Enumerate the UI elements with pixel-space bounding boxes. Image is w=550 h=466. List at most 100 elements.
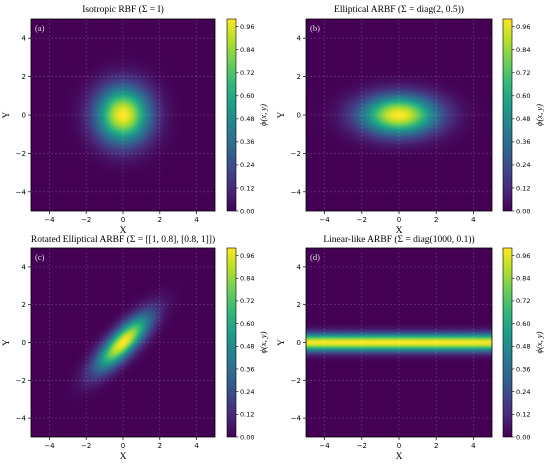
colorbar-tick-label: 0.12 (240, 411, 254, 419)
x-tick-label: 4 (471, 442, 476, 450)
y-axis-label: Y (2, 111, 12, 118)
y-tick-label: −2 (291, 377, 301, 385)
y-tick-label: −2 (16, 150, 26, 158)
y-tick-label: −4 (291, 415, 302, 423)
colorbar-tick-label: 0.48 (240, 343, 254, 351)
x-tick-label: 2 (158, 216, 162, 224)
chart-title: Elliptical ARBF (Σ = diag(2, 0.5)) (334, 4, 464, 15)
y-tick-label: −4 (16, 188, 27, 196)
panel-label: (a) (35, 23, 45, 33)
y-tick-label: 0 (22, 339, 26, 347)
y-tick-label: −4 (16, 415, 27, 423)
colorbar (502, 18, 513, 212)
y-tick-label: 4 (297, 35, 302, 43)
colorbar-tick-label: 0.00 (240, 433, 254, 441)
y-tick-label: 2 (22, 301, 26, 309)
y-tick-label: 4 (22, 263, 27, 271)
y-tick-label: 0 (297, 112, 301, 120)
x-tick-label: −2 (81, 216, 91, 224)
colorbar-tick-label: 0.60 (516, 320, 530, 328)
colorbar-label: ϕ(x, y) (258, 104, 268, 126)
x-tick-label: 4 (194, 216, 199, 224)
colorbar-tick-label: 0.36 (240, 138, 254, 146)
x-tick-label: −2 (81, 442, 91, 450)
colorbar-tick-label: 0.24 (516, 161, 530, 169)
x-axis-label: X (120, 452, 127, 462)
colorbar-label: ϕ(x, y) (534, 104, 544, 126)
y-tick-label: 0 (22, 112, 26, 120)
colorbar-tick-label: 0.24 (240, 161, 254, 169)
colorbar-tick-label: 0.36 (240, 365, 254, 373)
heatmap-image (31, 248, 215, 437)
x-tick-label: 0 (121, 442, 125, 450)
panel-label: (c) (35, 252, 45, 262)
y-tick-label: 4 (297, 263, 302, 271)
colorbar-tick-label: 0.48 (240, 115, 254, 123)
y-tick-label: −4 (291, 188, 302, 196)
x-tick-label: −4 (319, 442, 330, 450)
chart-title: Linear-like ARBF (Σ = diag(1000, 0.1)) (323, 234, 474, 245)
colorbar-tick-label: 0.24 (240, 388, 254, 396)
panel-c: (c) Rotated Elliptical ARBF (Σ = [[1, 0.8… (2, 234, 268, 462)
y-axis-label: Y (277, 111, 287, 118)
colorbar-tick-label: 0.36 (516, 138, 530, 146)
colorbar-tick-label: 0.96 (516, 252, 530, 260)
x-tick-label: 2 (158, 442, 162, 450)
chart-title: Isotropic RBF (Σ = I) (82, 4, 164, 15)
colorbar-tick-label: 0.84 (516, 46, 530, 54)
colorbar-tick-label: 0.72 (240, 297, 254, 305)
x-tick-label: 0 (121, 216, 125, 224)
chart-title: Rotated Elliptical ARBF (Σ = [[1, 0.8], … (31, 234, 215, 245)
y-axis-label: Y (2, 339, 12, 346)
colorbar-tick-label: 0.96 (516, 23, 530, 31)
colorbar-tick-label: 0.72 (516, 69, 530, 77)
y-axis-label: Y (277, 339, 287, 346)
colorbar-tick-label: 0.60 (240, 92, 254, 100)
colorbar-tick-label: 0.96 (240, 252, 254, 260)
x-axis-label: X (396, 452, 403, 462)
colorbar-tick-label: 0.24 (516, 388, 530, 396)
x-axis-label: X (120, 226, 127, 236)
x-tick-label: −4 (44, 442, 55, 450)
colorbar-tick-label: 0.12 (516, 184, 530, 192)
y-tick-label: 2 (297, 73, 301, 81)
y-tick-label: 0 (297, 339, 301, 347)
colorbar (502, 247, 513, 438)
x-tick-label: 4 (194, 442, 199, 450)
colorbar (226, 247, 237, 438)
colorbar-tick-label: 0.36 (516, 365, 530, 373)
colorbar-tick-label: 0.72 (240, 69, 254, 77)
x-tick-label: 4 (471, 216, 476, 224)
x-tick-label: 0 (397, 216, 401, 224)
colorbar-tick-label: 0.60 (516, 92, 530, 100)
colorbar-tick-label: 0.96 (240, 23, 254, 31)
heatmap-image (306, 19, 492, 211)
x-tick-label: −4 (44, 216, 55, 224)
x-axis-label: X (396, 226, 403, 236)
y-tick-label: 2 (297, 301, 301, 309)
colorbar-tick-label: 0.60 (240, 320, 254, 328)
colorbar-label: ϕ(x, y) (534, 331, 544, 353)
x-tick-label: −2 (357, 442, 367, 450)
x-tick-label: 2 (434, 442, 438, 450)
colorbar-tick-label: 0.84 (240, 275, 254, 283)
x-tick-label: −4 (319, 216, 330, 224)
panel-label: (d) (310, 252, 320, 262)
y-tick-label: 4 (22, 35, 27, 43)
colorbar-tick-label: 0.00 (240, 207, 254, 215)
colorbar-tick-label: 0.00 (516, 433, 530, 441)
panel-label: (b) (310, 23, 320, 33)
panel-d: (d)Linear-like ARBF (Σ = diag(1000, 0.1)… (277, 234, 544, 462)
panel-a: (a) Isotropic RBF (Σ = I) −4 −2 0 2 4 4 2 0 −2 −4 X Y… (2, 4, 268, 236)
x-tick-label: 2 (434, 216, 438, 224)
colorbar-tick-label: 0.12 (516, 411, 530, 419)
colorbar (226, 18, 237, 212)
colorbar-tick-label: 0.12 (240, 184, 254, 192)
colorbar-tick-label: 0.84 (516, 275, 530, 283)
colorbar-tick-label: 0.48 (516, 115, 530, 123)
heatmap-image (306, 248, 492, 437)
colorbar-tick-label: 0.84 (240, 46, 254, 54)
colorbar-tick-label: 0.48 (516, 343, 530, 351)
panel-b: (b) Elliptical ARBF (Σ = diag(2, 0.5)) −4 −… (277, 4, 544, 236)
